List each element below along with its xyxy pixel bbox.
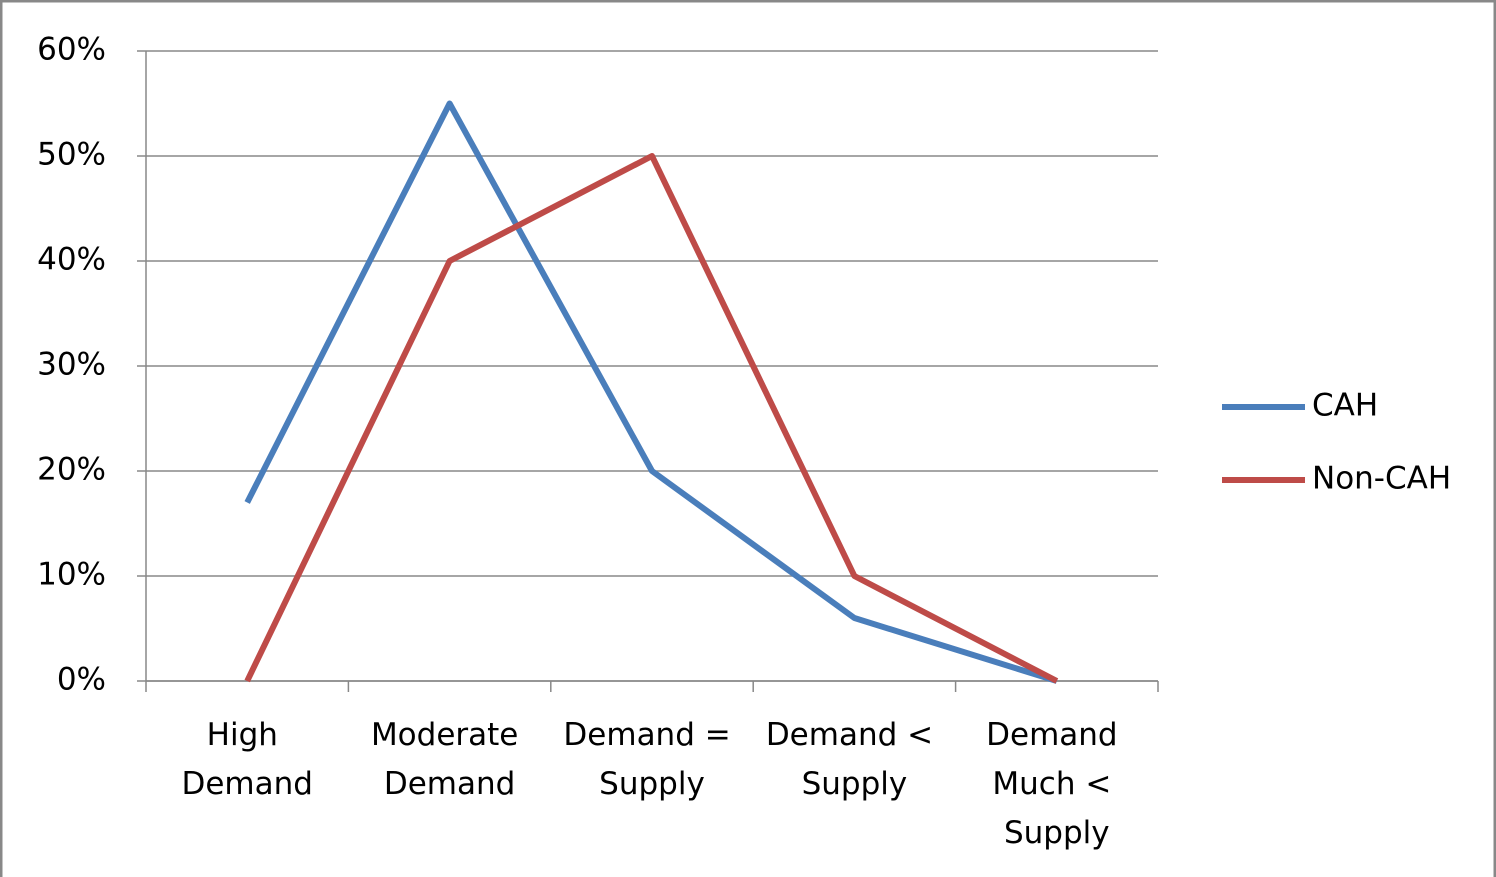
x-tick-label: High Demand [181,717,312,802]
y-tick-label: 30% [37,347,106,383]
x-tick-label: Demand = Supply [563,717,740,802]
x-tick-label: Demand Much < Supply [986,717,1127,851]
y-tick-label: 0% [57,662,106,698]
y-tick-label: 20% [37,452,106,488]
y-tick-label: 40% [37,242,106,278]
x-tick-label: Moderate Demand [371,717,528,802]
y-tick-label: 50% [37,137,106,173]
y-tick-label: 10% [37,557,106,593]
x-tick-label: Demand < Supply [766,717,943,802]
series-line [244,153,1059,684]
legend-label: CAH [1312,388,1378,424]
legend-label: Non-CAH [1312,461,1451,497]
series-line [244,100,1058,684]
y-tick-label: 60% [37,32,106,68]
